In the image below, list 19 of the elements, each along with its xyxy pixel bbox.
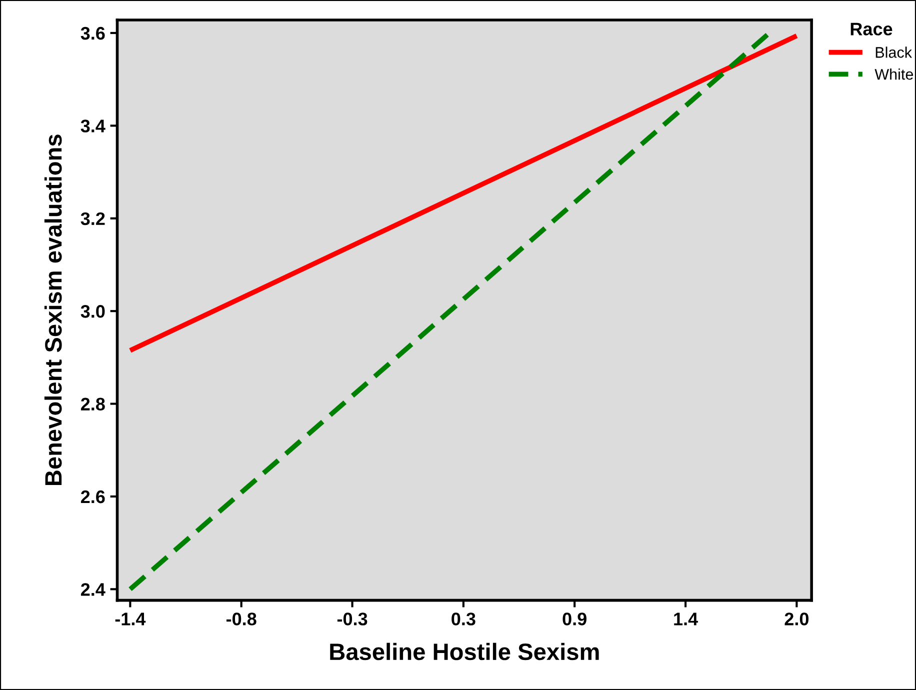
y-tick-label: 3.6 — [80, 26, 105, 40]
y-tick-label: 3.0 — [80, 305, 105, 318]
legend-label: Black — [876, 46, 912, 58]
x-tick-label: 0.3 — [452, 612, 476, 626]
y-axis-title: Benevolent Sexism evaluations — [44, 134, 62, 486]
x-axis-title: Baseline Hostile Sexism — [330, 642, 599, 660]
y-tick-label: 3.2 — [80, 212, 105, 226]
x-tick-label: -1.4 — [115, 612, 146, 626]
x-tick-label: 1.4 — [674, 612, 698, 626]
legend-label: White — [874, 68, 914, 80]
legend-title: Race — [850, 22, 892, 36]
x-tick-label: 2.0 — [784, 612, 808, 626]
y-tick-label: 2.4 — [80, 583, 106, 596]
y-tick-label: 3.4 — [80, 120, 106, 132]
x-tick-label: -0.3 — [337, 612, 368, 626]
x-tick-label: 0.9 — [562, 612, 586, 626]
y-tick-label: 2.6 — [80, 490, 105, 504]
x-tick-label: -0.8 — [226, 612, 256, 626]
y-tick-label: 2.8 — [80, 398, 105, 410]
